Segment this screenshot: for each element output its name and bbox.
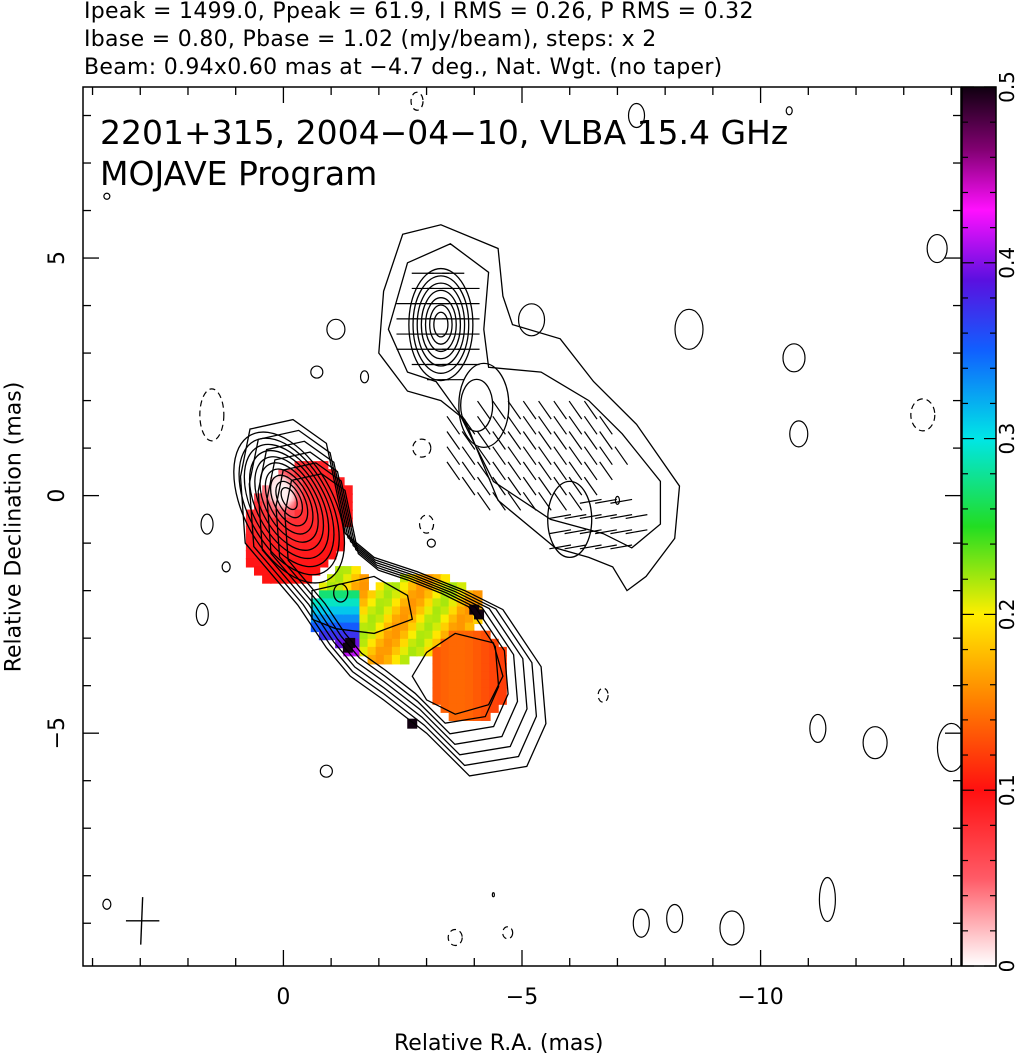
noise-contour <box>426 538 436 548</box>
p-knot-contour <box>460 378 494 432</box>
chart-title: 2201+315, 2004−04−10, VLBA 15.4 GHz <box>100 113 788 152</box>
noise-contour <box>359 370 370 384</box>
noise-contour <box>674 308 704 350</box>
polarisation-peak-pixel <box>469 604 480 615</box>
colorbar-tick-label: 0.5 <box>995 71 1019 103</box>
noise-contour <box>418 514 435 534</box>
core-contour <box>238 437 340 576</box>
y-tick-label: −5 <box>45 717 70 749</box>
jet-envelope-contour <box>257 440 528 756</box>
header-line-3: Beam: 0.94x0.60 mas at −4.7 deg., Nat. W… <box>84 55 723 80</box>
noise-contour <box>632 908 650 938</box>
p-contour <box>387 243 662 549</box>
knot-contour <box>411 632 504 715</box>
noise-contour <box>862 726 888 760</box>
x-tick-label: 0 <box>276 985 290 1010</box>
x-axis-title: Relative R.A. (mas) <box>394 1031 604 1056</box>
noise-contour <box>502 926 514 940</box>
y-tick-label: 5 <box>45 251 70 265</box>
noise-contour <box>447 928 463 947</box>
y-axis-title: Relative Declination (mas) <box>1 381 27 673</box>
colorbar <box>961 86 997 967</box>
core-contour <box>275 480 304 519</box>
y-tick-label: 0 <box>45 489 70 503</box>
p-peak-contour <box>412 275 470 374</box>
noise-contour <box>221 561 231 573</box>
stokes-i-contours <box>233 418 547 777</box>
p-peak-contour <box>408 267 474 382</box>
noise-contour <box>200 513 214 535</box>
p-peak-contour <box>424 297 457 353</box>
noise-contour <box>666 903 684 934</box>
p-peak-contour <box>416 282 466 367</box>
noise-contour <box>809 713 827 744</box>
noise-contour <box>517 303 546 337</box>
p-knot-contour <box>547 480 593 559</box>
noise-contour <box>782 343 806 373</box>
noise-contour <box>789 420 809 448</box>
noise-contour <box>719 910 745 946</box>
p-knot-contour <box>458 362 510 448</box>
jet-envelope-contour <box>248 429 538 767</box>
p-peak-contour <box>429 304 453 345</box>
p-outer-contour <box>378 224 681 592</box>
noise-contour <box>102 898 112 910</box>
noise-contour <box>597 687 609 703</box>
small-knot-contour <box>333 583 349 603</box>
chart-subtitle: MOJAVE Program <box>100 154 377 193</box>
polarisation-peak-pixel <box>407 718 418 729</box>
polarisation-peak-pixel <box>342 642 353 653</box>
colorbar-tick-label: 0.2 <box>995 598 1019 630</box>
x-tick-label: −10 <box>737 985 783 1010</box>
knot-contour <box>311 575 414 635</box>
noise-contour <box>818 876 836 923</box>
noise-contour <box>614 495 621 505</box>
p-peak-contour <box>433 311 449 338</box>
colorbar-tick-label: 0.3 <box>995 423 1019 455</box>
colorbar-tick-label: 0.1 <box>995 774 1019 806</box>
evpa-vectors <box>396 272 648 550</box>
core-contour <box>280 486 298 511</box>
noise-contour <box>412 438 432 458</box>
jet-envelope-contour <box>284 473 500 724</box>
noise-contour <box>910 398 936 432</box>
jet-envelope-contour <box>266 451 519 745</box>
plot-frame <box>82 86 962 967</box>
noise-contour <box>195 602 209 627</box>
p-peak-contour <box>420 289 462 360</box>
noise-contour <box>310 365 324 379</box>
colorbar-tick-label: 0.4 <box>995 247 1019 279</box>
beam-marker <box>125 897 160 945</box>
core-contour <box>243 443 335 568</box>
noise-contour <box>410 91 424 111</box>
noise-contour <box>936 722 961 773</box>
noise-contour <box>491 892 495 898</box>
jet-envelope-contour <box>275 462 509 735</box>
noise-contour <box>326 318 346 340</box>
header-line-2: Ibase = 0.80, Pbase = 1.02 (mJy/beam), s… <box>84 27 657 52</box>
noise-contour <box>926 233 948 264</box>
noise-contour <box>103 192 111 200</box>
polarised-intensity-contours <box>378 224 681 592</box>
noise-contour <box>785 106 793 116</box>
colorbar-tick-label: 0 <box>995 960 1019 973</box>
noise-contour <box>199 388 225 442</box>
noise-contour <box>319 764 333 778</box>
noise-contours <box>102 91 961 947</box>
core-contour <box>233 431 346 584</box>
x-tick-label: −5 <box>506 985 538 1010</box>
noise-contour <box>627 102 646 129</box>
header-line-1: Ipeak = 1499.0, Ppeak = 61.9, I RMS = 0.… <box>84 0 754 24</box>
